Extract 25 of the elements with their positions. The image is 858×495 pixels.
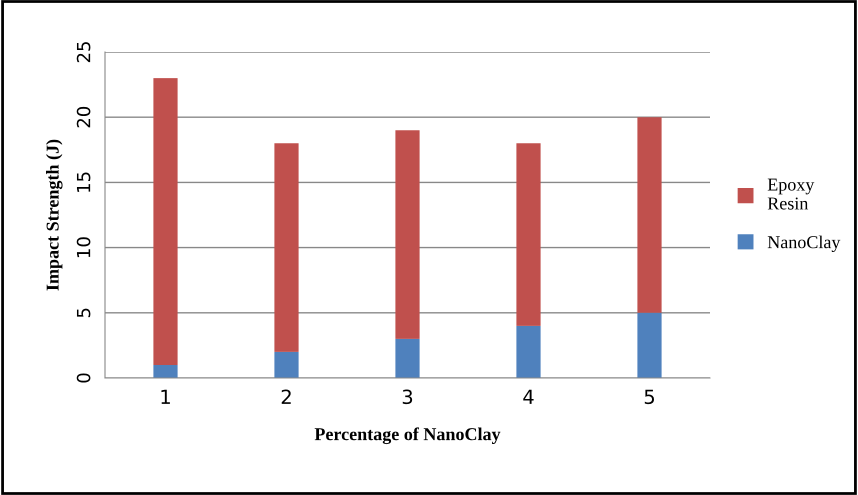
bar (274, 143, 299, 352)
y-tick-label: 0 (76, 373, 90, 383)
bar (637, 312, 662, 378)
y-tick-label: 15 (76, 172, 90, 192)
legend-label: Epoxy Resin (768, 178, 814, 210)
bar (516, 143, 541, 326)
x-axis-title: Percentage of NanoClay (314, 427, 500, 444)
y-tick-label: 20 (76, 106, 90, 128)
bar (274, 352, 299, 378)
y-tick-label: 5 (76, 308, 90, 318)
bar (637, 117, 662, 313)
bar (153, 364, 178, 378)
x-tick-label: 4 (523, 390, 534, 404)
bar (395, 338, 420, 378)
y-tick-label: 10 (76, 237, 90, 258)
x-tick-label: 5 (644, 390, 654, 404)
x-tick-label: 2 (282, 389, 291, 404)
bar (153, 78, 178, 365)
y-tick-label: 25 (76, 42, 90, 62)
bar (395, 130, 420, 339)
bar (516, 326, 541, 378)
x-tick-label: 3 (402, 389, 412, 404)
y-axis-title: Impact Strength (J) (46, 140, 63, 290)
x-tick-label: 1 (161, 390, 170, 404)
legend-label: NanoClay (768, 236, 840, 252)
